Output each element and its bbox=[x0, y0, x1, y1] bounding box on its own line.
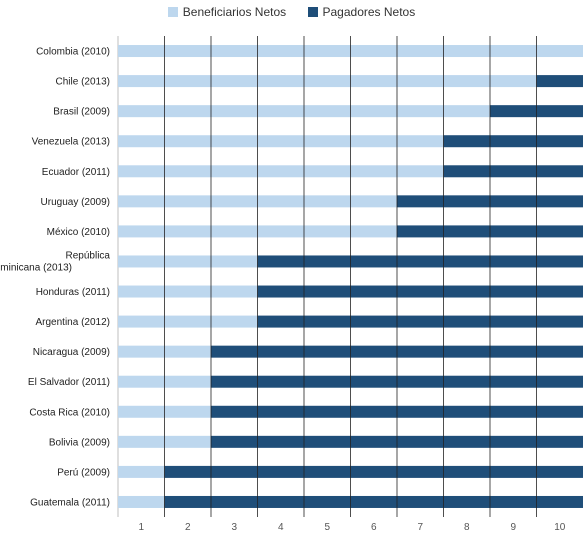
bar-beneficiarios-7 bbox=[118, 255, 258, 268]
x-tick-label-8: 8 bbox=[464, 522, 470, 533]
bar-pagadores-9 bbox=[257, 315, 583, 328]
legend-item-pagadores: Pagadores Netos bbox=[307, 5, 416, 19]
bar-beneficiarios-1 bbox=[118, 75, 537, 88]
bar-beneficiarios-9 bbox=[118, 315, 258, 328]
category-label-3: Venezuela (2013) bbox=[32, 137, 110, 148]
legend-item-beneficiarios: Beneficiarios Netos bbox=[167, 5, 287, 19]
bar-beneficiarios-3 bbox=[118, 135, 444, 148]
category-label-10: Nicaragua (2009) bbox=[33, 347, 110, 358]
x-tick-label-2: 2 bbox=[185, 522, 191, 533]
bar-pagadores-15 bbox=[164, 495, 583, 508]
category-label-7: RepúblicaDominicana (2013) bbox=[0, 250, 110, 273]
category-label-4: Ecuador (2011) bbox=[42, 167, 110, 178]
bar-pagadores-14 bbox=[164, 465, 583, 478]
bar-pagadores-1 bbox=[536, 75, 583, 88]
category-label-15: Guatemala (2011) bbox=[30, 497, 110, 508]
category-label-1: Chile (2013) bbox=[56, 77, 110, 88]
legend-label-pagadores: Pagadores Netos bbox=[322, 5, 416, 19]
bar-beneficiarios-4 bbox=[118, 165, 444, 178]
bar-beneficiarios-8 bbox=[118, 285, 258, 298]
legend-swatch-pagadores bbox=[307, 7, 318, 17]
category-label-6: México (2010) bbox=[47, 227, 110, 238]
bar-beneficiarios-14 bbox=[118, 465, 165, 478]
x-tick-label-5: 5 bbox=[324, 522, 330, 533]
chart-legend: Beneficiarios Netos Pagadores Netos bbox=[0, 5, 583, 19]
category-label-8: Honduras (2011) bbox=[36, 287, 110, 298]
x-tick-label-4: 4 bbox=[278, 522, 284, 533]
bar-pagadores-3 bbox=[443, 135, 583, 148]
legend-swatch-beneficiarios bbox=[167, 7, 178, 17]
category-label-0: Colombia (2010) bbox=[36, 47, 110, 58]
category-label-14: Perú (2009) bbox=[57, 467, 110, 478]
bar-pagadores-4 bbox=[443, 165, 583, 178]
x-tick-label-3: 3 bbox=[231, 522, 237, 533]
x-tick-label-6: 6 bbox=[371, 522, 377, 533]
x-tick-label-10: 10 bbox=[554, 522, 566, 533]
category-label-5: Uruguay (2009) bbox=[41, 197, 110, 208]
x-tick-label-7: 7 bbox=[417, 522, 423, 533]
category-label-2: Brasil (2009) bbox=[53, 107, 110, 118]
category-label-13: Bolivia (2009) bbox=[49, 437, 110, 448]
x-tick-label-1: 1 bbox=[138, 522, 144, 533]
bar-beneficiarios-15 bbox=[118, 495, 165, 508]
category-label-12: Costa Rica (2010) bbox=[29, 407, 110, 418]
x-tick-label-9: 9 bbox=[510, 522, 516, 533]
bar-pagadores-8 bbox=[257, 285, 583, 298]
bar-pagadores-7 bbox=[257, 255, 583, 268]
category-label-11: El Salvador (2011) bbox=[28, 377, 110, 388]
category-label-9: Argentina (2012) bbox=[36, 317, 111, 328]
legend-label-beneficiarios: Beneficiarios Netos bbox=[182, 5, 287, 19]
